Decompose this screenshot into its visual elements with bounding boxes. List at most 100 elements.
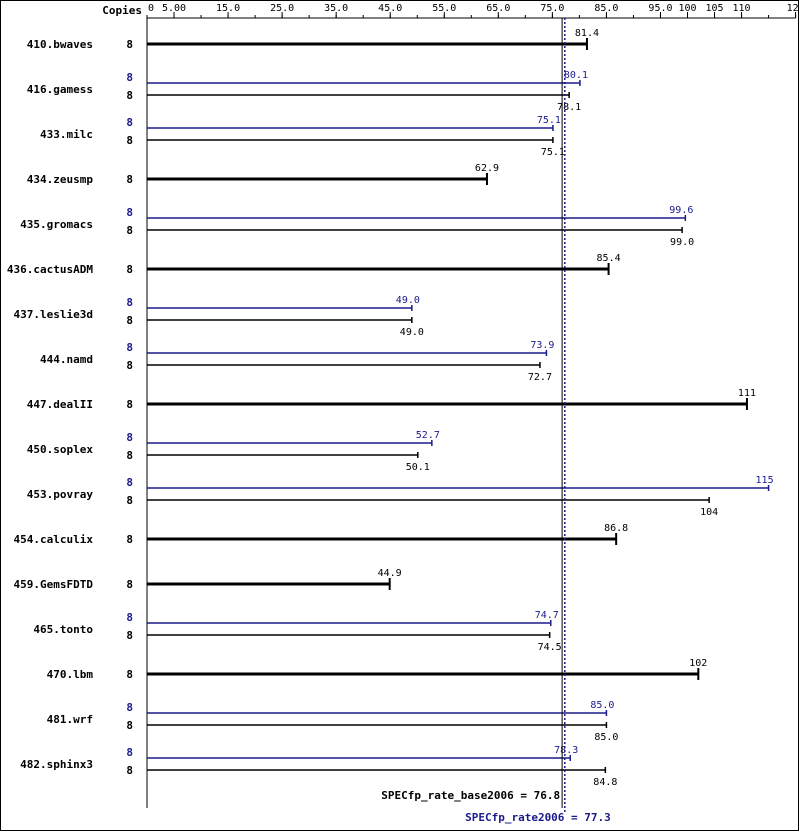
benchmark-label: 454.calculix	[14, 533, 94, 546]
x-tick-label: 110	[733, 3, 751, 14]
benchmark-label: 444.namd	[40, 353, 93, 366]
base-copies: 8	[126, 89, 133, 102]
x-tick-label: 0	[148, 3, 154, 14]
base-bar	[147, 177, 487, 181]
benchmark-row: 459.GemsFDTD 8 44.9	[14, 568, 402, 596]
benchmark-label: 450.soplex	[27, 443, 94, 456]
benchmark-label: 434.zeusmp	[27, 173, 94, 186]
base-value-label: 74.5	[538, 642, 562, 653]
base-value-label: 78.1	[557, 102, 581, 113]
benchmark-row: 465.tonto 8 74.7 8 74.5	[33, 610, 561, 653]
base-bar	[147, 267, 609, 271]
peak-copies: 8	[126, 341, 133, 354]
peak-value-label: 74.7	[535, 610, 559, 621]
peak-copies: 8	[126, 701, 133, 714]
base-reference-label: SPECfp_rate_base2006 = 76.8	[381, 789, 560, 802]
base-value-label: 50.1	[406, 462, 430, 473]
base-value-label: 81.4	[575, 28, 599, 39]
benchmark-label: 436.cactusADM	[7, 263, 93, 276]
base-value-label: 62.9	[475, 163, 499, 174]
base-copies: 8	[126, 533, 133, 546]
benchmark-rows: 410.bwaves 8 81.4 416.gamess 8 80.1 8 78.1 433.m…	[7, 28, 774, 788]
base-copies: 8	[126, 359, 133, 372]
peak-copies: 8	[126, 611, 133, 624]
benchmark-label: 435.gromacs	[20, 218, 93, 231]
benchmark-row: 416.gamess 8 80.1 8 78.1	[27, 70, 588, 113]
base-bar	[147, 42, 587, 46]
base-copies: 8	[126, 134, 133, 147]
benchmark-label: 481.wrf	[47, 713, 93, 726]
base-value-label: 86.8	[604, 523, 628, 534]
benchmark-label: 433.milc	[40, 128, 93, 141]
peak-value-label: 85.0	[590, 700, 614, 711]
x-tick-label: 95.0	[648, 3, 672, 14]
base-value-label: 85.0	[594, 732, 618, 743]
benchmark-row: 434.zeusmp 8 62.9	[27, 163, 499, 191]
x-tick-label: 100	[678, 3, 696, 14]
base-copies: 8	[126, 764, 133, 777]
base-value-label: 102	[689, 658, 707, 669]
peak-reference-label: SPECfp_rate2006 = 77.3	[465, 811, 611, 824]
base-value-label: 75.1	[541, 147, 565, 158]
x-tick-label: 65.0	[486, 3, 510, 14]
base-copies: 8	[126, 668, 133, 681]
base-value-label: 72.7	[528, 372, 552, 383]
base-value-label: 99.0	[670, 237, 694, 248]
benchmark-row: 437.leslie3d 8 49.0 8 49.0	[14, 295, 424, 338]
benchmark-row: 482.sphinx3 8 78.3 8 84.8	[20, 745, 617, 788]
base-value-label: 85.4	[597, 253, 621, 264]
base-bar	[147, 672, 699, 676]
benchmark-label: 470.lbm	[47, 668, 94, 681]
base-bar	[147, 402, 747, 406]
benchmark-label: 453.povray	[27, 488, 94, 501]
peak-copies: 8	[126, 206, 133, 219]
benchmark-label: 459.GemsFDTD	[14, 578, 94, 591]
base-bar	[147, 582, 390, 586]
x-tick-label: 45.0	[378, 3, 402, 14]
base-copies: 8	[126, 629, 133, 642]
benchmark-label: 447.dealII	[27, 398, 93, 411]
benchmark-label: 416.gamess	[27, 83, 93, 96]
base-copies: 8	[126, 263, 133, 276]
base-value-label: 84.8	[593, 777, 617, 788]
benchmark-row: 435.gromacs 8 99.6 8 99.0	[20, 205, 694, 248]
benchmark-row: 450.soplex 8 52.7 8 50.1	[27, 430, 440, 473]
x-tick-label: 15.0	[216, 3, 240, 14]
peak-copies: 8	[126, 116, 133, 129]
x-tick-label: 55.0	[432, 3, 456, 14]
benchmark-label: 437.leslie3d	[14, 308, 93, 321]
base-value-label: 49.0	[400, 327, 424, 338]
x-tick-label: 75.0	[540, 3, 564, 14]
base-value-label: 104	[700, 507, 718, 518]
x-tick-label: 85.0	[594, 3, 618, 14]
base-copies: 8	[126, 38, 133, 51]
peak-copies: 8	[126, 296, 133, 309]
benchmark-row: 481.wrf 8 85.0 8 85.0	[47, 700, 619, 743]
x-tick-label: 105	[705, 3, 723, 14]
benchmark-row: 433.milc 8 75.1 8 75.1	[40, 115, 565, 158]
base-copies: 8	[126, 719, 133, 732]
base-copies: 8	[126, 224, 133, 237]
benchmark-row: 453.povray 8 115 8 104	[27, 475, 774, 518]
benchmark-row: 410.bwaves 8 81.4	[27, 28, 599, 56]
base-copies: 8	[126, 494, 133, 507]
base-value-label: 44.9	[378, 568, 402, 579]
x-tick-label: 25.0	[270, 3, 294, 14]
peak-value-label: 75.1	[537, 115, 561, 126]
base-value-label: 111	[738, 388, 756, 399]
peak-value-label: 73.9	[530, 340, 554, 351]
peak-copies: 8	[126, 431, 133, 444]
benchmark-label: 465.tonto	[33, 623, 93, 636]
peak-value-label: 52.7	[416, 430, 440, 441]
base-copies: 8	[126, 578, 133, 591]
peak-value-label: 78.3	[554, 745, 578, 756]
benchmark-row: 470.lbm 8 102	[47, 658, 707, 686]
benchmark-label: 482.sphinx3	[20, 758, 93, 771]
base-copies: 8	[126, 173, 133, 186]
x-tick-label: 5.00	[162, 3, 186, 14]
peak-value-label: 80.1	[564, 70, 588, 81]
reference-lines: SPECfp_rate_base2006 = 76.8 SPECfp_rate20…	[381, 18, 611, 824]
x-tick-label: 120	[787, 3, 799, 14]
base-bar	[147, 537, 617, 541]
